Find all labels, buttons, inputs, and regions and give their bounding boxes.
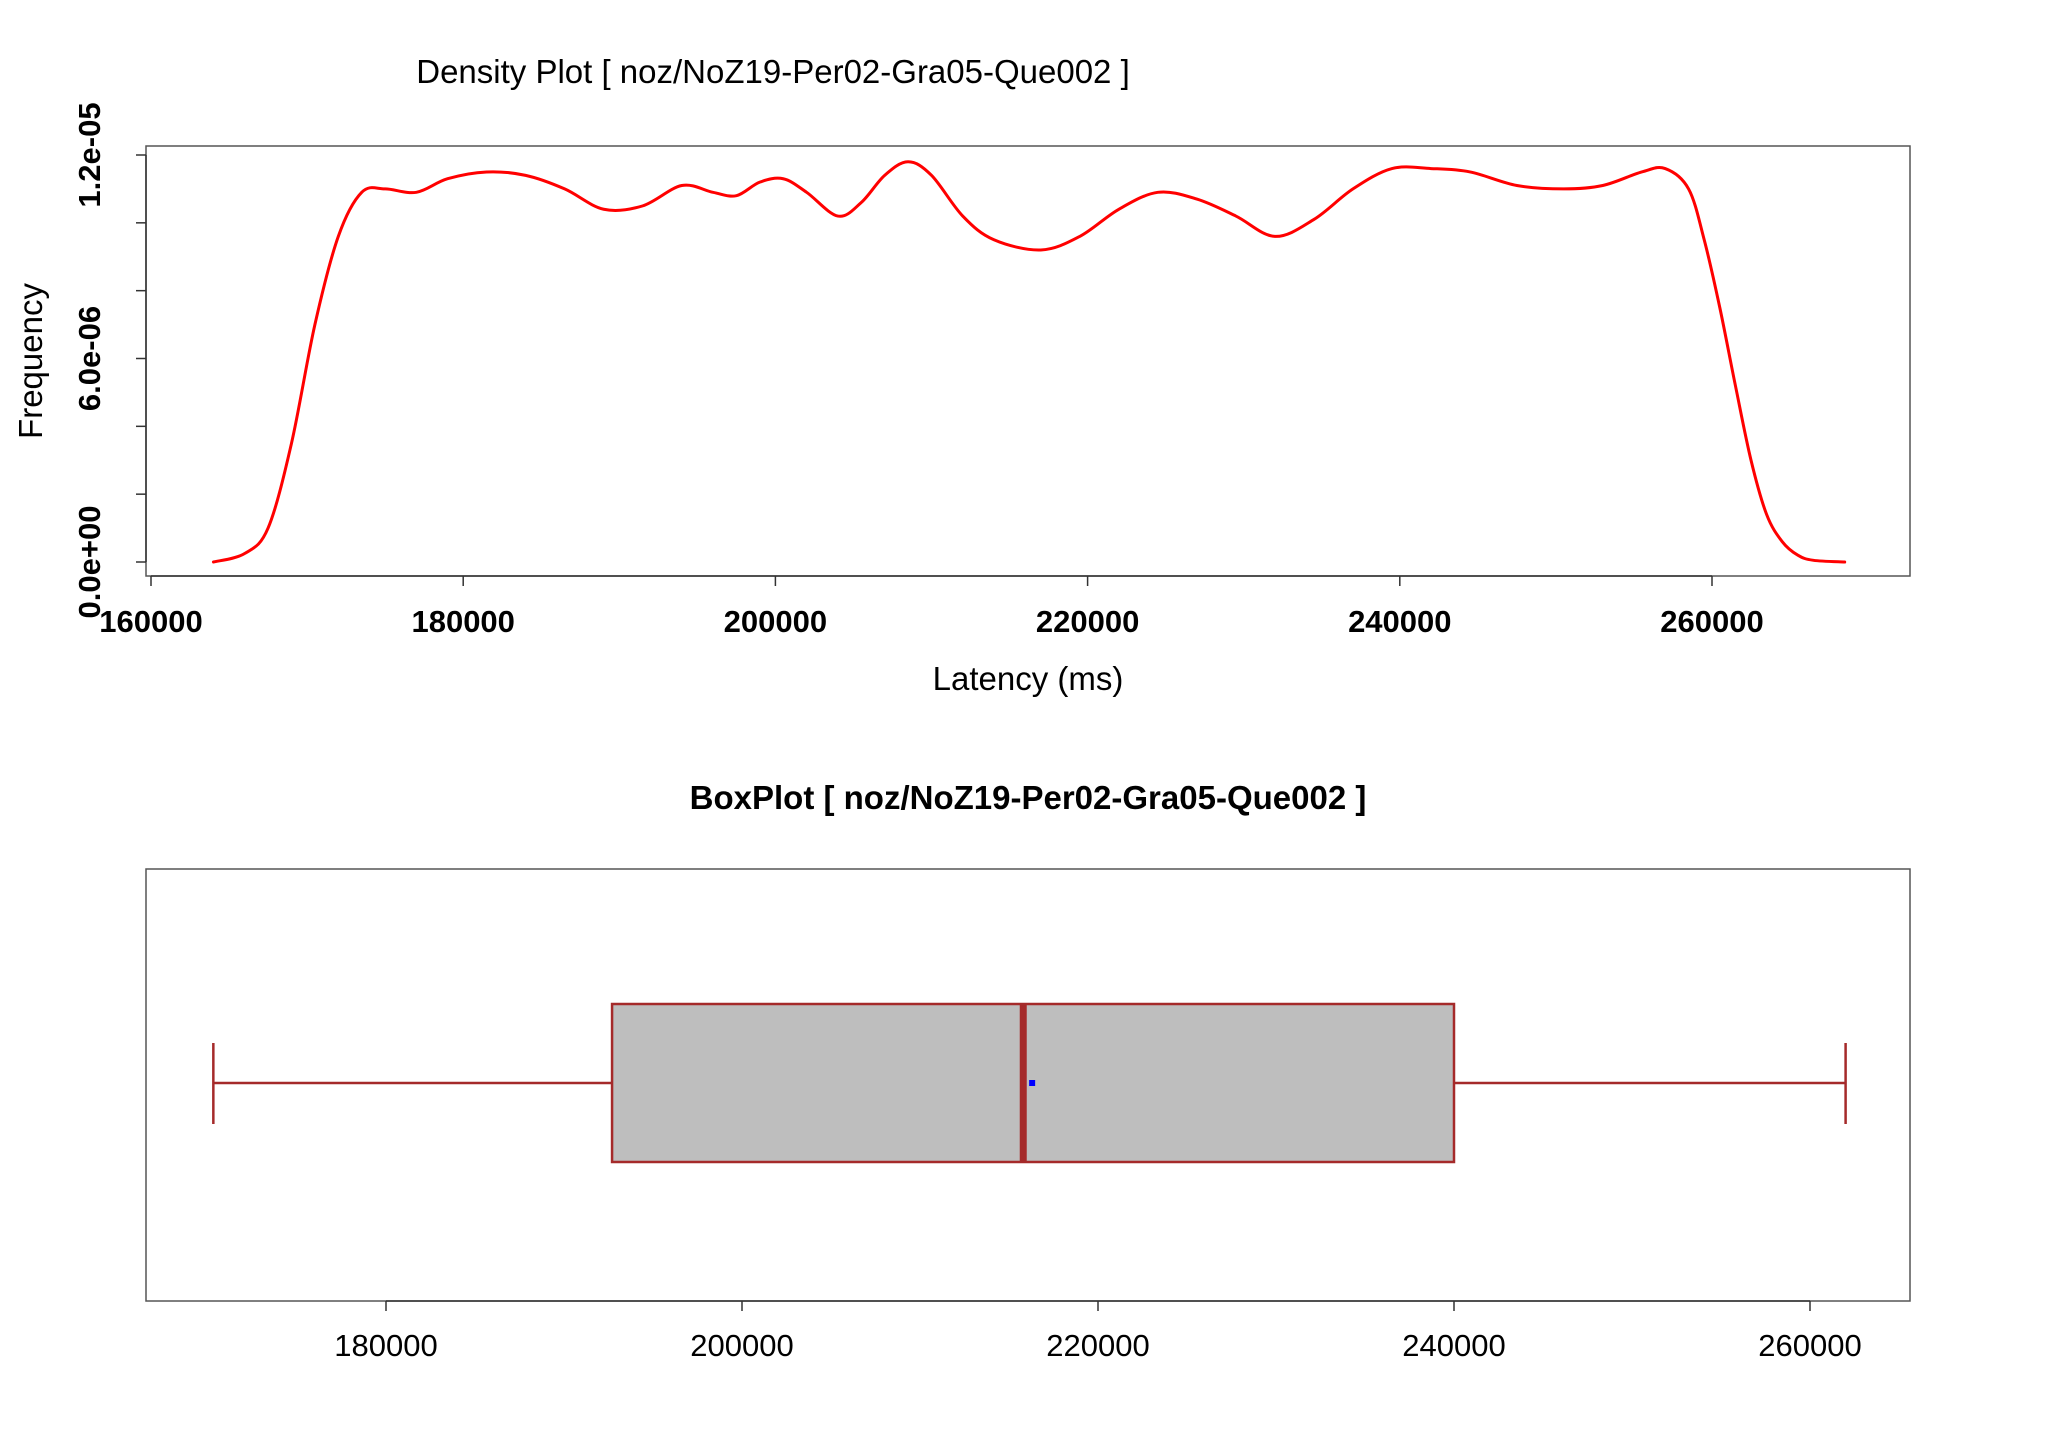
boxplot-x-tick-label: 220000 bbox=[1046, 1328, 1149, 1363]
box-plot: BoxPlot [ noz/NoZ19-Per02-Gra05-Que002 ]… bbox=[145, 779, 1911, 1363]
boxplot-x-tick-label: 260000 bbox=[1758, 1328, 1861, 1363]
boxplot-x-tick-label: 240000 bbox=[1402, 1328, 1505, 1363]
density-x-tick-label: 240000 bbox=[1348, 604, 1451, 639]
density-y-tick-label: 0.0e+00 bbox=[72, 506, 107, 619]
density-y-axis: 0.0e+00 6.0e-06 1.2e-05 bbox=[72, 102, 147, 619]
density-curve bbox=[211, 160, 1847, 564]
density-x-tick-label: 200000 bbox=[724, 604, 827, 639]
density-x-tick-label: 180000 bbox=[411, 604, 514, 639]
density-x-axis: 160000 180000 200000 220000 240000 260000 bbox=[99, 575, 1764, 639]
boxplot-marks bbox=[212, 1002, 1847, 1164]
density-x-tick-label: 160000 bbox=[99, 604, 202, 639]
density-y-tick-label: 6.0e-06 bbox=[72, 306, 107, 411]
density-x-tick-label: 220000 bbox=[1036, 604, 1139, 639]
boxplot-title: BoxPlot [ noz/NoZ19-Per02-Gra05-Que002 ] bbox=[690, 779, 1367, 816]
density-title: Density Plot [ noz/NoZ19-Per02-Gra05-Que… bbox=[416, 53, 1130, 90]
density-x-axis-label: Latency (ms) bbox=[933, 660, 1124, 697]
density-y-axis-label: Frequency bbox=[12, 283, 49, 439]
boxplot-x-axis: 180000 200000 220000 240000 260000 bbox=[334, 1300, 1862, 1363]
density-x-tick-label: 260000 bbox=[1660, 604, 1763, 639]
interquartile-box bbox=[610, 1002, 1456, 1164]
mean-marker bbox=[1029, 1080, 1036, 1086]
density-y-tick-label: 1.2e-05 bbox=[72, 102, 107, 207]
density-plot: Density Plot [ noz/NoZ19-Per02-Gra05-Que… bbox=[12, 53, 1911, 697]
density-plot-frame bbox=[145, 145, 1911, 577]
boxplot-x-tick-label: 180000 bbox=[334, 1328, 437, 1363]
boxplot-x-tick-label: 200000 bbox=[690, 1328, 793, 1363]
